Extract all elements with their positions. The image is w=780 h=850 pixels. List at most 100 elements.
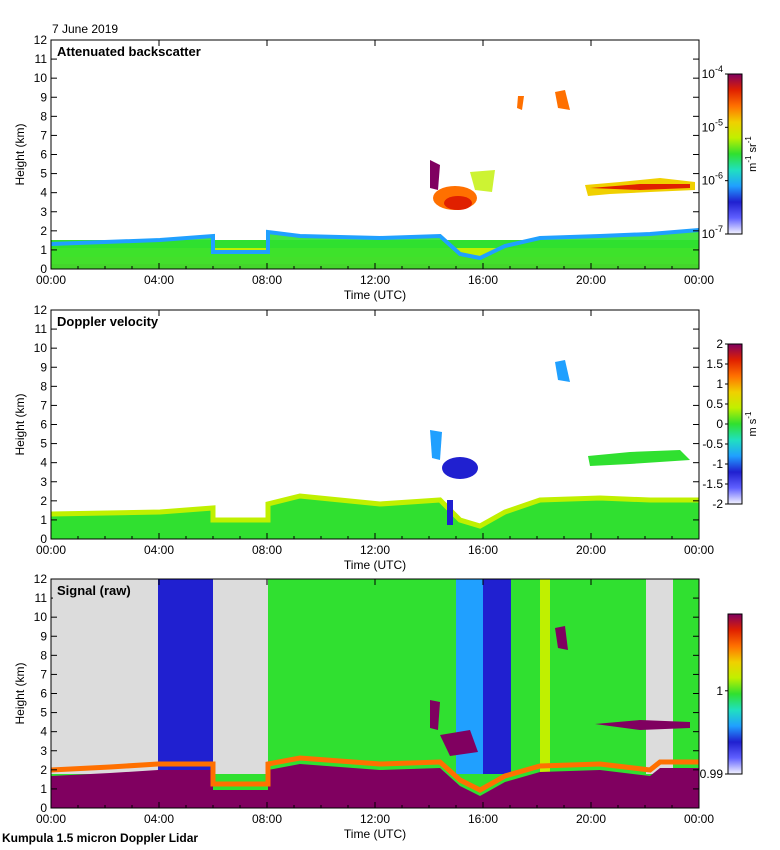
y-tick-label: 7 bbox=[40, 128, 47, 142]
x-tick-label: 04:00 bbox=[144, 273, 174, 287]
y-tick-label: 1 bbox=[40, 513, 47, 527]
y-tick-label: 5 bbox=[40, 706, 47, 720]
colorbar bbox=[727, 613, 743, 775]
boundary-layer-edge bbox=[51, 228, 699, 261]
velocity-down-streak bbox=[447, 500, 453, 525]
x-tick-label: 20:00 bbox=[576, 273, 606, 287]
x-tick-label: 08:00 bbox=[252, 812, 282, 826]
colorbar-tick-label: 10-7 bbox=[702, 224, 723, 241]
colorbar-tick-label: 1.5 bbox=[706, 357, 723, 371]
cloud-4km-core bbox=[444, 196, 472, 210]
colorbar-tick-exponent: -6 bbox=[715, 171, 723, 181]
x-tick-label: 00:00 bbox=[684, 543, 714, 557]
velocity-cloud-9km bbox=[555, 360, 570, 382]
x-tick-label: 04:00 bbox=[144, 812, 174, 826]
colorbar-unit: m-1 sr-1 bbox=[744, 136, 759, 172]
y-tick-label: 0 bbox=[40, 801, 47, 815]
colorbar-unit-exp: -1 bbox=[744, 155, 753, 163]
x-tick-label: 20:00 bbox=[576, 543, 606, 557]
y-tick-label: 6 bbox=[40, 687, 47, 701]
gray-gap-2 bbox=[213, 579, 268, 774]
x-tick-label: 00:00 bbox=[36, 543, 66, 557]
x-tick-label: 12:00 bbox=[360, 543, 390, 557]
y-tick-label: 4 bbox=[40, 456, 47, 470]
y-tick-label: 6 bbox=[40, 418, 47, 432]
colorbar-tick-exponent: -5 bbox=[715, 117, 723, 127]
y-axis-label: Height (km) bbox=[13, 662, 27, 724]
velocity-cloud-left bbox=[430, 430, 442, 460]
y-tick-label: 9 bbox=[40, 360, 47, 374]
backscatter-panel bbox=[51, 90, 699, 269]
x-tick-label: 08:00 bbox=[252, 273, 282, 287]
x-tick-label: 20:00 bbox=[576, 812, 606, 826]
y-tick-label: 7 bbox=[40, 667, 47, 681]
velocity-cloud-4km bbox=[442, 457, 478, 479]
x-tick-label: 08:00 bbox=[252, 543, 282, 557]
colorbar-unit-mid: sr bbox=[747, 143, 759, 156]
y-tick-label: 9 bbox=[40, 90, 47, 104]
y-tick-label: 10 bbox=[34, 610, 48, 624]
colorbar bbox=[727, 73, 743, 235]
y-tick-label: 8 bbox=[40, 648, 47, 662]
velocity-cloud-4.4km bbox=[588, 450, 690, 466]
x-tick-label: 00:00 bbox=[684, 812, 714, 826]
signal-cloud-4.4km bbox=[595, 720, 690, 730]
y-tick-label: 0 bbox=[40, 532, 47, 546]
signal-cloud-5km bbox=[430, 700, 440, 730]
colorbar-tick-label: 10-6 bbox=[702, 171, 723, 188]
colorbar-tick-label: -1.5 bbox=[702, 477, 723, 491]
yellow-streak bbox=[540, 579, 550, 774]
y-tick-label: 9 bbox=[40, 629, 47, 643]
x-tick-label: 16:00 bbox=[468, 543, 498, 557]
y-tick-label: 2 bbox=[40, 224, 47, 238]
velocity-panel bbox=[51, 360, 699, 539]
y-tick-label: 12 bbox=[34, 303, 48, 317]
colorbar-tick-label: 0 bbox=[716, 417, 723, 431]
signal-panel bbox=[51, 579, 699, 808]
y-axis-label: Height (km) bbox=[13, 393, 27, 455]
blue-block-3 bbox=[483, 579, 511, 774]
colorbar-tick-exponent: -4 bbox=[715, 64, 723, 74]
x-tick-label: 00:00 bbox=[36, 273, 66, 287]
x-tick-label: 12:00 bbox=[360, 273, 390, 287]
cloud-4.4km-core bbox=[590, 184, 690, 190]
cloud-9km-left bbox=[517, 96, 524, 110]
y-tick-label: 3 bbox=[40, 744, 47, 758]
cloud-4km-fringe bbox=[430, 160, 440, 190]
x-axis-label: Time (UTC) bbox=[344, 288, 406, 302]
y-tick-label: 5 bbox=[40, 167, 47, 181]
signal-cloud-4km bbox=[440, 730, 478, 756]
cloud-4km-right bbox=[470, 170, 495, 192]
colorbar-tick-label: 1 bbox=[716, 684, 723, 698]
y-tick-label: 11 bbox=[35, 322, 48, 336]
gray-gap-1 bbox=[51, 579, 158, 774]
colorbar bbox=[727, 343, 743, 505]
x-axis-label: Time (UTC) bbox=[344, 827, 406, 841]
signal-ground-edge bbox=[51, 755, 699, 793]
y-tick-label: 6 bbox=[40, 148, 47, 162]
x-tick-label: 00:00 bbox=[36, 812, 66, 826]
y-tick-label: 8 bbox=[40, 379, 47, 393]
y-tick-label: 2 bbox=[40, 494, 47, 508]
blue-block-1 bbox=[158, 579, 213, 774]
cloud-9km bbox=[555, 90, 570, 110]
panel-title: Signal (raw) bbox=[57, 583, 131, 598]
y-tick-label: 1 bbox=[40, 243, 47, 257]
colorbar-unit-exp: -1 bbox=[744, 411, 753, 419]
y-tick-label: 8 bbox=[40, 109, 47, 123]
x-tick-label: 04:00 bbox=[144, 543, 174, 557]
colorbar-tick-exponent: -7 bbox=[715, 224, 723, 234]
colorbar-tick-label: -2 bbox=[712, 497, 723, 511]
colorbar-tick-label: 10-4 bbox=[702, 64, 723, 81]
y-tick-label: 4 bbox=[40, 186, 47, 200]
colorbar-tick-label: -1 bbox=[712, 457, 723, 471]
colorbar-unit-mid: s bbox=[747, 418, 759, 427]
y-axis-label: Height (km) bbox=[13, 123, 27, 185]
x-tick-label: 16:00 bbox=[468, 273, 498, 287]
y-tick-label: 12 bbox=[34, 33, 48, 47]
x-axis-label: Time (UTC) bbox=[344, 558, 406, 572]
y-tick-label: 10 bbox=[34, 341, 48, 355]
panel-title: Doppler velocity bbox=[57, 314, 159, 329]
colorbar-tick-label: 1 bbox=[716, 377, 723, 391]
